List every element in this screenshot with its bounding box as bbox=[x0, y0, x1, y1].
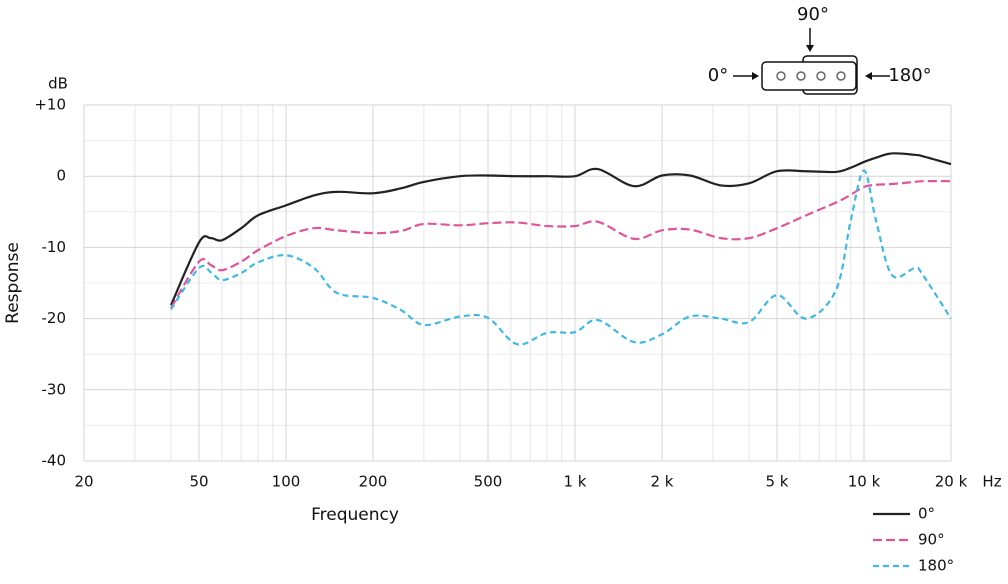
x-tick-label: 10 k bbox=[848, 473, 881, 491]
x-tick-label: 50 bbox=[189, 473, 208, 491]
x-tick-label: 100 bbox=[272, 473, 301, 491]
arrowhead bbox=[865, 72, 872, 80]
x-axis-label: Frequency bbox=[311, 505, 399, 525]
y-tick-label: -40 bbox=[42, 452, 67, 470]
device-ports bbox=[776, 71, 846, 81]
legend-label: 90° bbox=[918, 531, 945, 549]
x-tick-label: 20 bbox=[74, 473, 93, 491]
x-tick-label: 2 k bbox=[651, 473, 674, 491]
diagram-label: 180° bbox=[888, 65, 931, 86]
legend-label: 180° bbox=[918, 557, 954, 575]
x-unit: Hz bbox=[982, 473, 1001, 491]
y-axis-label: Response bbox=[3, 242, 23, 324]
x-tick-label: 20 k bbox=[935, 473, 968, 491]
diagram: 90° 0° 180° bbox=[708, 4, 932, 95]
y-tick-label: +10 bbox=[34, 96, 66, 114]
device bbox=[761, 61, 857, 91]
y-tick-label: -20 bbox=[42, 309, 67, 327]
series-line bbox=[170, 180, 952, 309]
diagram-label: 90° bbox=[797, 4, 829, 25]
series-line bbox=[170, 169, 952, 346]
y-tick-label: 0 bbox=[56, 167, 66, 185]
x-tick-label: 1 k bbox=[564, 473, 587, 491]
arrowhead bbox=[752, 72, 759, 80]
legend-label: 0° bbox=[918, 505, 935, 523]
diagram-label: 0° bbox=[708, 65, 728, 86]
x-tick-label: 500 bbox=[474, 473, 503, 491]
x-tick-label: 200 bbox=[359, 473, 388, 491]
x-tick-label: 5 k bbox=[766, 473, 789, 491]
grid-layer bbox=[83, 104, 952, 462]
y-tick-label: -30 bbox=[42, 380, 67, 398]
arrowhead bbox=[806, 45, 814, 52]
series-line bbox=[169, 152, 952, 306]
y-tick-label: -10 bbox=[42, 238, 67, 256]
y-unit: dB bbox=[48, 75, 68, 93]
